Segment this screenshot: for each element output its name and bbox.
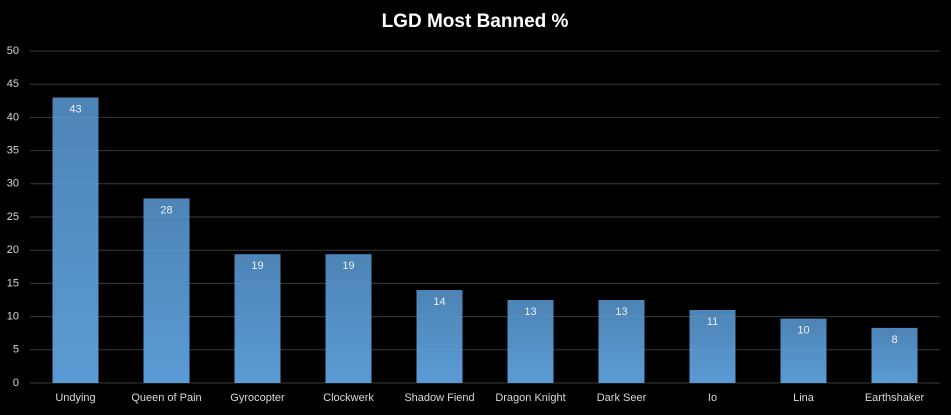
y-tick-label: 45 [7, 78, 19, 90]
y-tick-label: 25 [7, 211, 19, 223]
y-tick-label: 40 [7, 111, 19, 123]
y-tick-label: 5 [13, 344, 19, 356]
x-tick-label: Dark Seer [597, 392, 647, 404]
bar [689, 309, 736, 383]
data-label: 19 [342, 260, 354, 272]
data-label: 10 [797, 324, 809, 336]
bar [416, 290, 463, 383]
data-label: 19 [251, 260, 263, 272]
bar [871, 327, 918, 383]
data-label: 14 [433, 296, 445, 308]
chart-title: LGD Most Banned % [382, 11, 569, 32]
bar [325, 254, 372, 383]
y-tick-label: 0 [13, 377, 19, 389]
x-tick-label: Clockwerk [323, 392, 374, 404]
data-label: 8 [891, 334, 897, 346]
bar [143, 198, 190, 383]
data-label: 13 [524, 306, 536, 318]
x-tick-label: Lina [793, 392, 815, 404]
y-tick-label: 15 [7, 277, 19, 289]
bar [234, 254, 281, 383]
x-tick-label: Earthshaker [865, 392, 925, 404]
x-tick-label: Io [708, 392, 717, 404]
data-label: 43 [69, 103, 81, 115]
bar [598, 300, 645, 383]
x-tick-label: Dragon Knight [495, 392, 565, 404]
data-label: 28 [160, 204, 172, 216]
y-tick-label: 30 [7, 178, 19, 190]
x-tick-label: Gyrocopter [230, 392, 285, 404]
y-tick-label: 35 [7, 145, 19, 157]
data-label: 11 [707, 316, 718, 328]
x-tick-label: Queen of Pain [131, 392, 201, 404]
x-tick-label: Undying [55, 392, 95, 404]
data-label: 13 [615, 306, 627, 318]
bar [780, 318, 827, 383]
bar [507, 300, 554, 383]
y-tick-label: 50 [7, 45, 19, 57]
y-tick-label: 10 [7, 311, 19, 323]
bar [52, 97, 99, 383]
y-tick-label: 20 [7, 244, 19, 256]
x-tick-label: Shadow Fiend [404, 392, 474, 404]
